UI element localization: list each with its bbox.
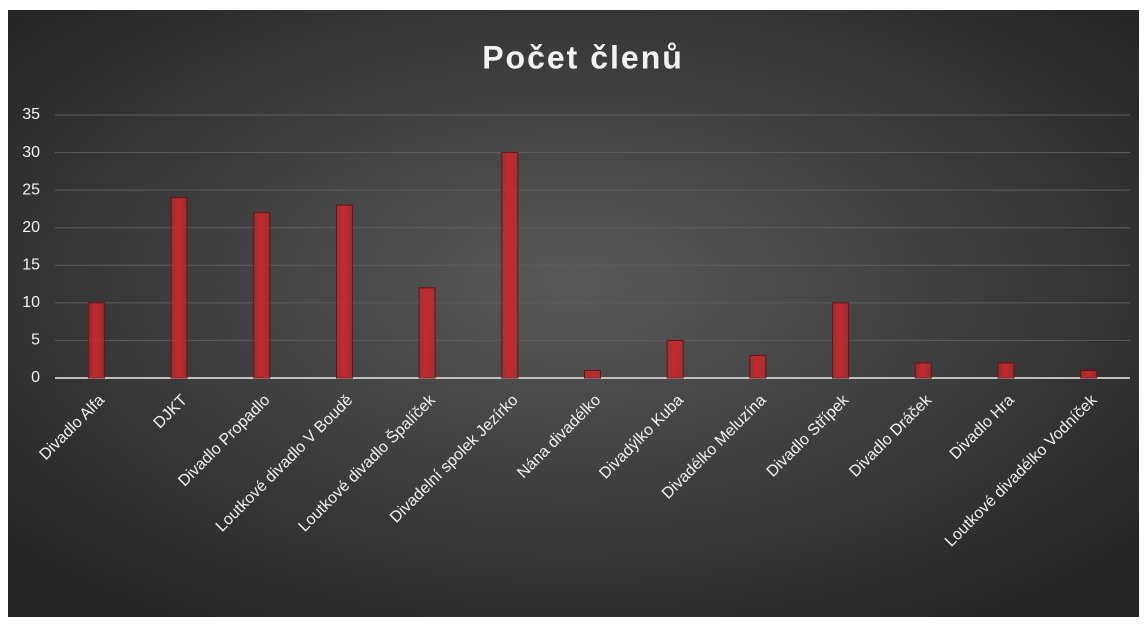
y-tick-label: 10 — [22, 294, 40, 311]
bar — [1080, 369, 1098, 379]
bar — [914, 362, 932, 379]
bar — [335, 204, 353, 379]
y-tick-label: 5 — [31, 332, 40, 349]
bar — [584, 369, 601, 379]
y-tick-label: 15 — [22, 257, 40, 274]
chart-background — [8, 10, 1139, 617]
bar — [87, 302, 105, 379]
bar — [666, 339, 684, 379]
y-tick-label: 25 — [22, 181, 40, 198]
y-tick-label: 30 — [22, 144, 40, 161]
bar — [253, 212, 271, 379]
y-tick-label: 20 — [22, 219, 40, 236]
bar — [501, 152, 519, 379]
bar — [418, 287, 436, 379]
bar — [749, 354, 767, 379]
y-tick-label: 35 — [22, 106, 40, 123]
chart-title: Počet členů — [482, 39, 684, 75]
bar — [170, 197, 188, 379]
bar — [997, 362, 1015, 379]
y-tick-label: 0 — [31, 369, 40, 386]
bar — [832, 302, 850, 379]
